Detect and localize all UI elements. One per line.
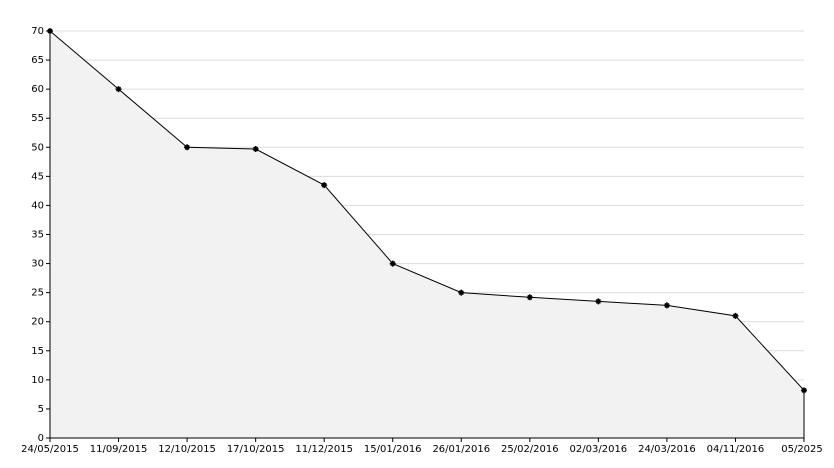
x-tick-label: 24/03/2016 <box>638 444 696 455</box>
x-tick-label: 26/01/2016 <box>432 444 490 455</box>
marker <box>252 146 259 153</box>
y-tick-label: 30 <box>31 259 44 270</box>
y-tick-label: 70 <box>31 26 44 37</box>
x-tick-label: 11/09/2015 <box>90 444 148 455</box>
area <box>50 31 804 438</box>
y-tick-label: 50 <box>31 142 44 153</box>
y-tick-label: 65 <box>31 55 44 66</box>
marker <box>663 302 670 309</box>
y-tick-label: 35 <box>31 230 44 241</box>
x-tick-label: 12/10/2015 <box>158 444 216 455</box>
x-tick-label: 05/2025 <box>781 444 823 455</box>
marker <box>184 144 191 151</box>
y-tick-label: 10 <box>31 375 44 386</box>
x-tick-label: 11/12/2015 <box>295 444 353 455</box>
y-tick-label: 25 <box>31 288 44 299</box>
marker <box>115 86 122 93</box>
y-tick-label: 15 <box>31 346 44 357</box>
x-tick-label: 02/03/2016 <box>570 444 628 455</box>
x-tick-label: 15/01/2016 <box>364 444 422 455</box>
y-tick-label: 60 <box>31 84 44 95</box>
y-tick-label: 0 <box>38 433 44 444</box>
x-tick-label: 24/05/2015 <box>21 444 79 455</box>
y-tick-label: 40 <box>31 200 44 211</box>
marker <box>458 289 465 296</box>
y-tick-label: 20 <box>31 317 44 328</box>
y-tick-label: 5 <box>38 404 44 415</box>
y-tick-label: 45 <box>31 171 44 182</box>
marker <box>801 387 807 394</box>
x-tick-label: 25/02/2016 <box>501 444 559 455</box>
y-tick-label: 55 <box>31 113 44 124</box>
marker <box>321 182 328 189</box>
x-tick-label: 04/11/2016 <box>707 444 765 455</box>
x-tick-label: 17/10/2015 <box>227 444 285 455</box>
marker <box>732 312 739 319</box>
marker <box>526 294 533 301</box>
line <box>49 30 805 391</box>
marker <box>389 260 396 267</box>
marker <box>595 298 602 305</box>
